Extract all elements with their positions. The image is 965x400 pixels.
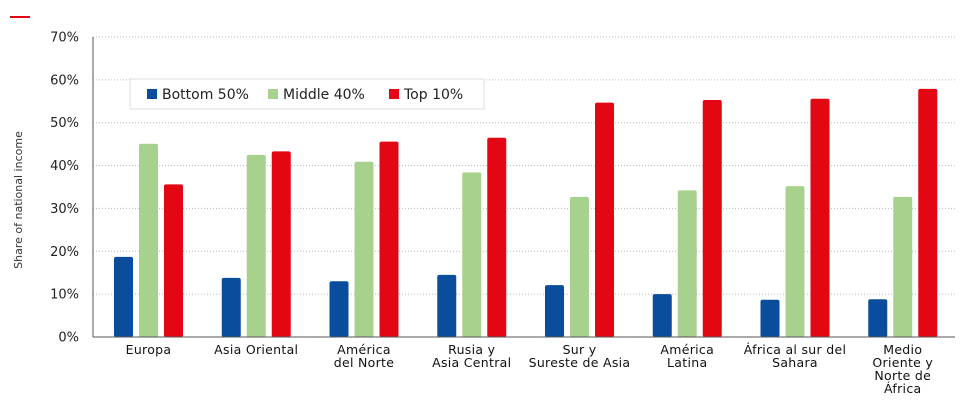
x-category-label: Asia Central [432, 355, 511, 370]
x-category-label: Asia Oriental [214, 342, 298, 357]
x-category-label: Rusia y [448, 342, 495, 357]
y-tick-label: 30% [50, 202, 79, 217]
legend-box [129, 78, 485, 110]
bar [918, 88, 938, 337]
y-tick-label: 10% [50, 288, 79, 303]
bar [139, 143, 158, 337]
bar [221, 277, 241, 337]
x-category-label: Sur y [563, 342, 597, 357]
y-tick-label: 0% [58, 331, 79, 346]
bar [677, 190, 697, 337]
bar [810, 98, 830, 337]
legend-swatch [268, 89, 278, 99]
legend-label: Bottom 50% [162, 87, 249, 103]
y-tick-label: 40% [50, 159, 79, 174]
y-tick-label: 60% [50, 73, 79, 88]
bar [545, 285, 564, 337]
x-category-label: África al sur del [744, 342, 846, 357]
legend-label: Top 10% [403, 87, 463, 103]
x-category-label: Sahara [772, 355, 818, 370]
bar [893, 196, 913, 337]
bar [652, 294, 672, 337]
axes [92, 37, 955, 338]
x-category-label: Oriente y [872, 355, 933, 370]
bar [702, 100, 722, 337]
bar [271, 151, 291, 337]
bar [570, 196, 589, 337]
x-category-label: Latina [667, 355, 707, 370]
x-category-label: Europa [126, 342, 172, 357]
bar [487, 137, 507, 337]
x-category-label: América [660, 342, 714, 357]
y-axis-ticks: 0% 10% 20% 30% 40% 50% 60% 70% [50, 31, 79, 346]
y-tick-label: 20% [50, 245, 79, 260]
bar [164, 184, 183, 337]
bar [785, 186, 805, 337]
y-axis-label: Share of national income [12, 131, 25, 269]
legend-label: Middle 40% [283, 87, 365, 103]
y-tick-label: 70% [50, 31, 79, 46]
bar [462, 172, 482, 337]
y-tick-label: 50% [50, 116, 79, 131]
legend-swatch [147, 89, 157, 99]
bar [354, 161, 374, 337]
x-category-label: Medio [883, 342, 922, 357]
bar [246, 154, 266, 337]
x-category-label: África [884, 381, 921, 396]
legend: Bottom 50% Middle 40% Top 10% [129, 78, 485, 110]
legend-swatch [389, 89, 399, 99]
bar [379, 141, 399, 337]
bar [760, 299, 780, 337]
x-category-label: América [337, 342, 391, 357]
x-category-label: Norte de [874, 368, 931, 383]
bar [437, 274, 457, 337]
bar [595, 102, 614, 337]
x-category-label: Sureste de Asia [529, 355, 631, 370]
bar [114, 256, 133, 337]
bars [114, 88, 938, 337]
x-category-label: del Norte [334, 355, 395, 370]
bar [329, 281, 349, 337]
bar [868, 299, 888, 337]
